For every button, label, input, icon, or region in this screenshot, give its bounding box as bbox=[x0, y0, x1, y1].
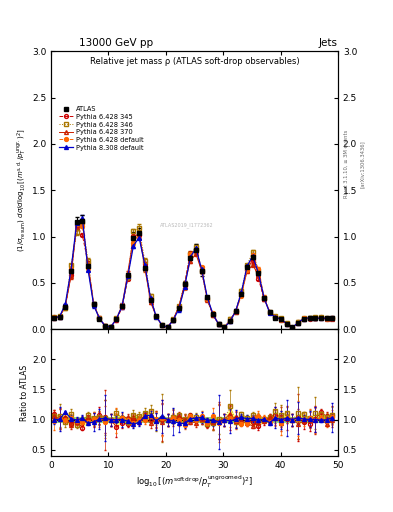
Text: [arXiv:1306.3436]: [arXiv:1306.3436] bbox=[360, 140, 365, 188]
X-axis label: $\log_{10}[(m^{\rm soft\,drop}/p_T^{\rm ungroomed})^2]$: $\log_{10}[(m^{\rm soft\,drop}/p_T^{\rm … bbox=[136, 474, 253, 490]
Y-axis label: $(1/\sigma_{\rm resum})$ $d\sigma/d\log_{10}[(m^{\rm s.d.}/p_T^{\rm ungr.})^2]$: $(1/\sigma_{\rm resum})$ $d\sigma/d\log_… bbox=[16, 129, 29, 252]
Text: ATLAS2019_I1772362: ATLAS2019_I1772362 bbox=[160, 222, 214, 228]
Text: Relative jet mass ρ (ATLAS soft-drop observables): Relative jet mass ρ (ATLAS soft-drop obs… bbox=[90, 57, 299, 66]
Text: Rivet 3.1.10, ≥ 3M events: Rivet 3.1.10, ≥ 3M events bbox=[344, 130, 349, 198]
Text: 13000 GeV pp: 13000 GeV pp bbox=[79, 38, 153, 49]
Y-axis label: Ratio to ATLAS: Ratio to ATLAS bbox=[20, 365, 29, 420]
Text: Jets: Jets bbox=[319, 38, 338, 49]
Legend: ATLAS, Pythia 6.428 345, Pythia 6.428 346, Pythia 6.428 370, Pythia 6.428 defaul: ATLAS, Pythia 6.428 345, Pythia 6.428 34… bbox=[57, 104, 145, 152]
